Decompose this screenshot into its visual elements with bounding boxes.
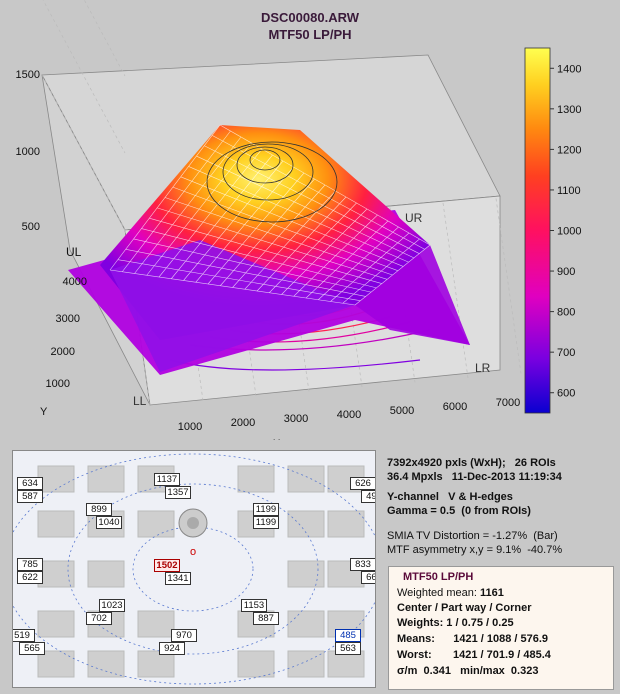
roi-value-label: 563 bbox=[335, 642, 361, 655]
x-tick-label: 4000 bbox=[337, 409, 361, 421]
z-tick-label: 1500 bbox=[16, 69, 40, 81]
colorbar bbox=[524, 47, 551, 414]
z-axis-ticks: 500 1000 1500 bbox=[16, 69, 40, 233]
surface-mesh bbox=[109, 124, 431, 306]
y-tick-label: 1000 bbox=[46, 378, 70, 390]
peak-contours bbox=[206, 141, 338, 223]
summary-means: Means: 1421 / 1088 / 576.9 bbox=[397, 633, 549, 645]
colorbar-ticks: 600 700 800 900 1000 1100 1200 1300 1400 bbox=[550, 63, 581, 400]
roi-value-label: 1137 bbox=[154, 473, 180, 486]
roi-value-label: 1023 bbox=[99, 599, 125, 612]
y-tick-label: 3000 bbox=[56, 313, 80, 325]
y-axis-ticks: 1000 2000 3000 4000 bbox=[46, 276, 87, 390]
info-asymmetry: MTF asymmetry x,y = 9.1% -40.7% bbox=[387, 544, 563, 556]
summary-sigma: σ/m 0.341 min/max 0.323 bbox=[397, 665, 539, 677]
roi-value-label: 702 bbox=[86, 612, 112, 625]
x-tick-label: 7000 bbox=[496, 397, 520, 409]
colorbar-tick-label: 700 bbox=[557, 347, 575, 359]
x-tick-label: 2000 bbox=[231, 417, 255, 429]
info-dimensions: 7392x4920 pxls (WxH); 26 ROIs bbox=[387, 457, 556, 469]
roi-value-label: 1357 bbox=[165, 486, 191, 499]
colorbar-tick-label: 1300 bbox=[557, 104, 581, 116]
roi-value-label: 1040 bbox=[96, 516, 122, 529]
colorbar-tick-label: 1400 bbox=[557, 63, 581, 75]
roi-value-label: 1199 bbox=[253, 503, 279, 516]
y-axis-label: Y bbox=[40, 406, 48, 418]
info-gamma: Gamma = 0.5 (0 from ROIs) bbox=[387, 505, 531, 517]
chart-subtitle: MTF50 LP/PH bbox=[268, 27, 352, 42]
roi-value-label: 833 bbox=[350, 558, 375, 571]
roi-value-label: 1502 bbox=[154, 559, 180, 572]
roi-value-label: 587 bbox=[17, 490, 43, 503]
summary-weights: Weights: 1 / 0.75 / 0.25 bbox=[397, 617, 514, 629]
roi-value-label: 519 bbox=[13, 629, 35, 642]
roi-value-label: 1153 bbox=[241, 599, 267, 612]
roi-value-label: 634 bbox=[17, 477, 43, 490]
x-tick-label: 6000 bbox=[443, 401, 467, 413]
x-tick-label: 5000 bbox=[390, 405, 414, 417]
z-tick-label: 500 bbox=[22, 221, 40, 233]
info-megapixels: 36.4 Mpxls 11-Dec-2013 11:19:34 bbox=[387, 471, 562, 483]
x-axis-label: X bbox=[273, 438, 281, 440]
summary-title: MTF50 LP/PH bbox=[403, 571, 474, 583]
corner-label-lr: LR bbox=[475, 361, 491, 375]
x-tick-label: 3000 bbox=[284, 413, 308, 425]
x-axis-ticks: 1000 2000 3000 4000 5000 6000 7000 bbox=[178, 397, 520, 433]
z-tick-label: 1000 bbox=[16, 146, 40, 158]
roi-map-svg: o bbox=[13, 453, 375, 685]
roi-value-label: 626 bbox=[350, 477, 375, 490]
info-distortion: SMIA TV Distortion = -1.27% (Bar) bbox=[387, 530, 558, 542]
roi-value-label: 499 bbox=[361, 490, 375, 503]
colorbar-tick-label: 1100 bbox=[557, 185, 581, 197]
roi-value-label: 785 bbox=[17, 558, 43, 571]
summary-cpc: Center / Part way / Corner bbox=[397, 602, 532, 614]
info-channel: Y-channel V & H-edges bbox=[387, 491, 513, 503]
roi-value-label: 669 bbox=[361, 571, 375, 584]
roi-value-label: 622 bbox=[17, 571, 43, 584]
chart-patches bbox=[37, 465, 365, 678]
summary-worst: Worst: 1421 / 701.9 / 485.4 bbox=[397, 649, 551, 661]
colorbar-tick-label: 1200 bbox=[557, 144, 581, 156]
roi-value-label: 970 bbox=[171, 629, 197, 642]
roi-value-label: 1199 bbox=[253, 516, 279, 529]
colorbar-tick-label: 900 bbox=[557, 266, 575, 278]
x-tick-label: 1000 bbox=[178, 421, 202, 433]
y-tick-label: 2000 bbox=[51, 346, 75, 358]
roi-value-label: 485 bbox=[335, 629, 361, 642]
chart-title: DSC00080.ARW bbox=[260, 10, 360, 25]
corner-label-ll: LL bbox=[133, 394, 147, 408]
weighted-mean: Weighted mean: 1161 bbox=[397, 587, 504, 599]
roi-value-label: 565 bbox=[19, 642, 45, 655]
colorbar-tick-label: 1000 bbox=[557, 226, 581, 238]
roi-value-label: 1341 bbox=[165, 572, 191, 585]
roi-value-label: 899 bbox=[86, 503, 112, 516]
plot-gridlines bbox=[41, 0, 522, 406]
corner-label-ul: UL bbox=[66, 245, 82, 259]
corner-label-ur: UR bbox=[405, 211, 423, 225]
surface-front-left bbox=[110, 240, 355, 372]
y-tick-label: 4000 bbox=[63, 276, 87, 288]
colorbar-tick-label: 600 bbox=[557, 388, 575, 400]
center-marker-icon: o bbox=[190, 546, 196, 558]
summary-box: MTF50 LP/PH Weighted mean: 1161 Center /… bbox=[388, 566, 614, 690]
surface-plot-area: DSC00080.ARW MTF50 LP/PH bbox=[15, 0, 582, 440]
surface-plot-svg: 500 1000 1500 1000 2000 3000 4000 1000 2000 300… bbox=[16, 0, 581, 440]
surface-front-right bbox=[355, 245, 470, 345]
colorbar-tick-label: 800 bbox=[557, 307, 575, 319]
roi-value-label: 924 bbox=[159, 642, 185, 655]
roi-value-label: 887 bbox=[253, 612, 279, 625]
